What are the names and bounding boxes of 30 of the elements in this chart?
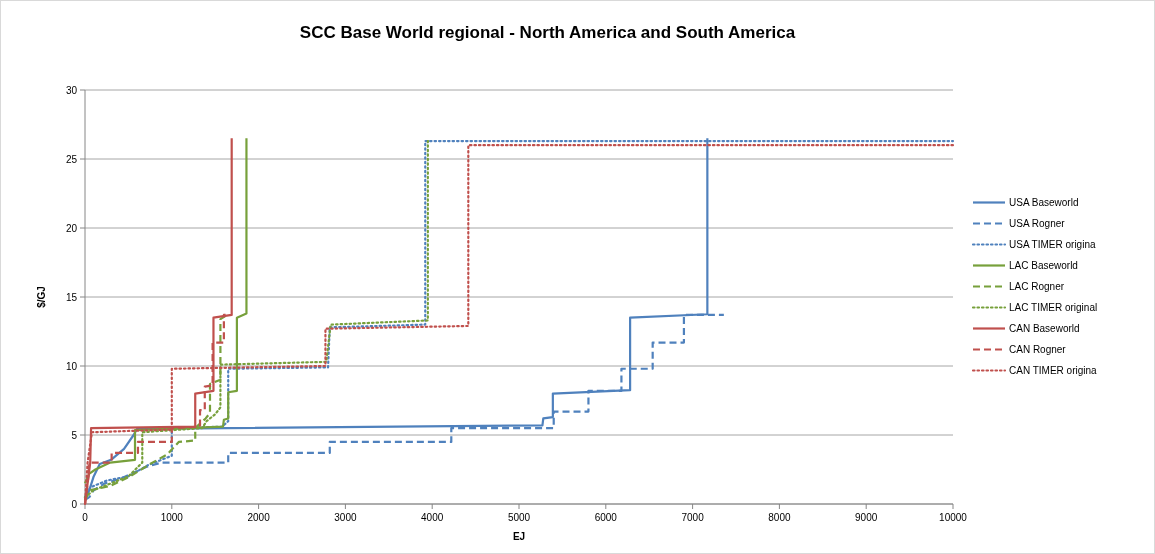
x-tick-label: 0 — [82, 512, 89, 523]
x-tick-label: 7000 — [681, 512, 705, 523]
y-tick-label: 5 — [71, 429, 78, 441]
x-tick-label: 9000 — [855, 512, 878, 523]
x-tick-label: 8000 — [768, 512, 791, 523]
legend-label: CAN Baseworld — [1009, 323, 1080, 334]
y-axis-title: $/GJ — [36, 286, 47, 308]
y-tick-label: 0 — [71, 498, 78, 510]
x-tick-label: 10000 — [939, 512, 968, 523]
x-tick-label: 4000 — [421, 512, 444, 523]
x-tick-label: 1000 — [160, 512, 184, 523]
legend-label: LAC TIMER original — [1009, 302, 1098, 313]
x-tick-label: 5000 — [507, 512, 531, 523]
legend-label: USA Rogner — [1009, 218, 1066, 229]
legend-label: CAN TIMER origina — [1009, 365, 1098, 376]
chart-title: SCC Base World regional - North America and South America — [299, 23, 796, 42]
legend-label: USA TIMER origina — [1009, 239, 1096, 250]
y-tick-label: 30 — [65, 84, 78, 96]
x-tick-label: 3000 — [334, 512, 357, 523]
x-tick-label: 6000 — [594, 512, 618, 523]
legend-label: CAN Rogner — [1009, 344, 1067, 355]
x-tick-label: 2000 — [247, 512, 271, 523]
y-tick-label: 25 — [65, 153, 78, 165]
y-tick-label: 15 — [65, 291, 78, 303]
x-axis-title: EJ — [512, 531, 526, 542]
y-tick-label: 20 — [65, 222, 78, 234]
legend-label: LAC Rogner — [1009, 281, 1065, 292]
y-tick-label: 10 — [65, 360, 78, 372]
legend-label: LAC Baseworld — [1009, 260, 1078, 271]
legend-label: USA Baseworld — [1009, 197, 1079, 208]
